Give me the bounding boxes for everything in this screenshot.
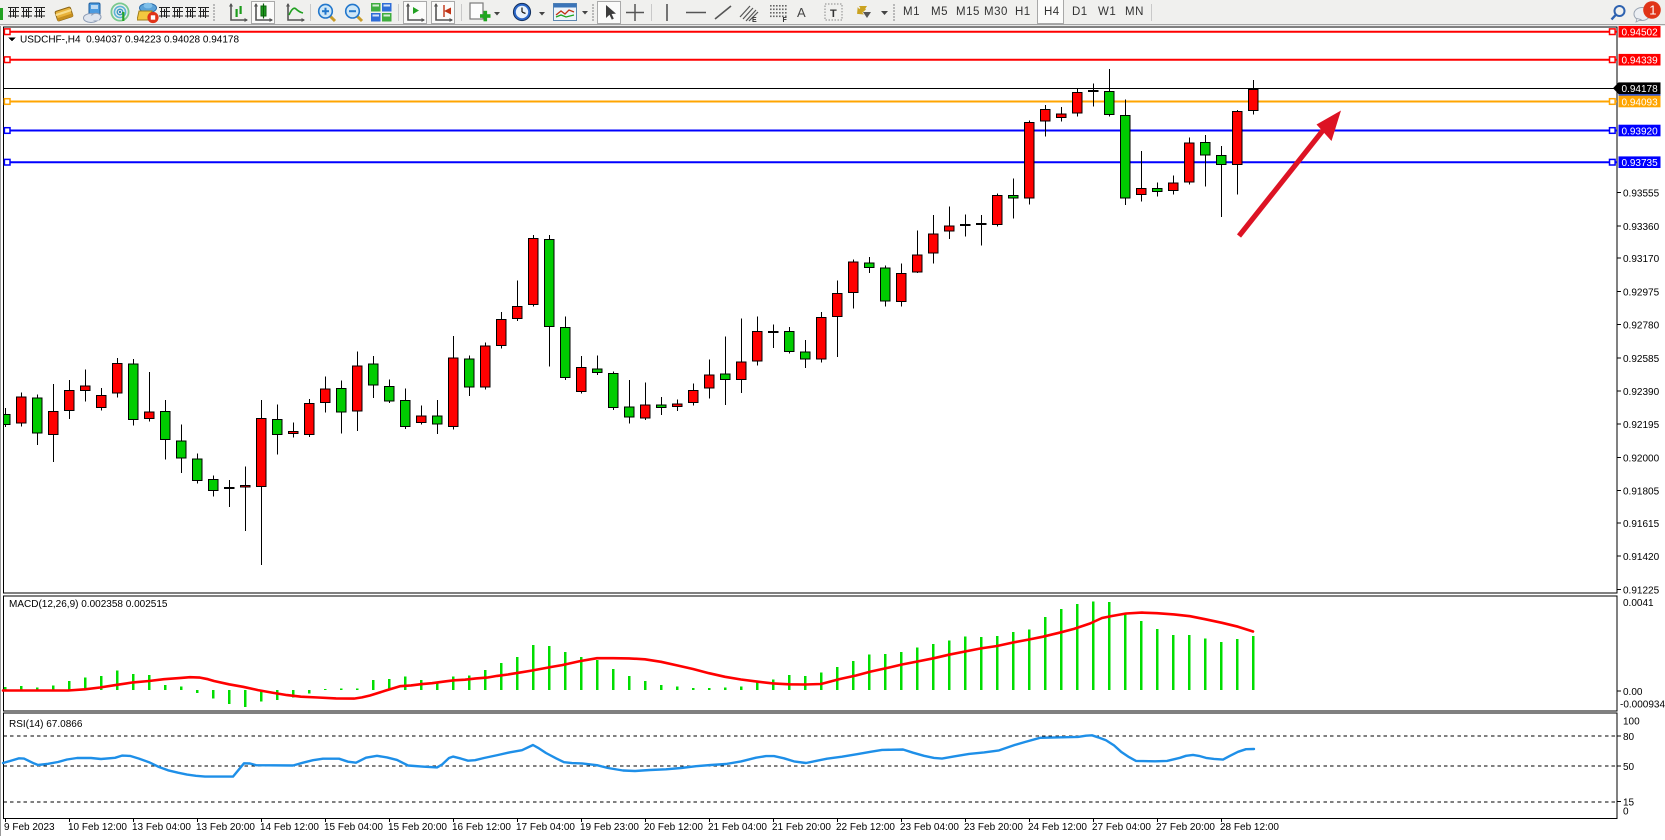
svg-text:0.92390: 0.92390 xyxy=(1623,387,1660,398)
svg-text:E: E xyxy=(752,17,757,23)
svg-text:0.94502: 0.94502 xyxy=(1622,28,1659,39)
svg-text:USDCHF-,H4 0.94037 0.94223 0.: USDCHF-,H4 0.94037 0.94223 0.94028 0.941… xyxy=(20,35,239,46)
svg-text:23 Feb 20:00: 23 Feb 20:00 xyxy=(964,822,1023,833)
svg-text:21 Feb 04:00: 21 Feb 04:00 xyxy=(708,822,767,833)
svg-text:0.93920: 0.93920 xyxy=(1622,126,1659,137)
svg-text:0.91805: 0.91805 xyxy=(1623,487,1660,498)
svg-text:0.92975: 0.92975 xyxy=(1623,287,1660,298)
svg-text:15 Feb 20:00: 15 Feb 20:00 xyxy=(388,822,447,833)
svg-text:19 Feb 23:00: 19 Feb 23:00 xyxy=(580,822,639,833)
svg-text:10 Feb 12:00: 10 Feb 12:00 xyxy=(68,822,127,833)
svg-text:14 Feb 12:00: 14 Feb 12:00 xyxy=(260,822,319,833)
svg-text:0.92780: 0.92780 xyxy=(1623,321,1660,332)
svg-text:0.0041: 0.0041 xyxy=(1623,598,1654,609)
svg-text:0.93170: 0.93170 xyxy=(1623,254,1660,265)
svg-text:0.93735: 0.93735 xyxy=(1622,158,1659,169)
svg-text:28 Feb 12:00: 28 Feb 12:00 xyxy=(1220,822,1279,833)
svg-text:13 Feb 04:00: 13 Feb 04:00 xyxy=(132,822,191,833)
svg-text:15: 15 xyxy=(1623,798,1635,809)
svg-text:-0.000934: -0.000934 xyxy=(1620,699,1665,710)
svg-text:17 Feb 04:00: 17 Feb 04:00 xyxy=(516,822,575,833)
svg-text:F: F xyxy=(783,17,788,23)
svg-text:1: 1 xyxy=(1649,3,1656,18)
svg-text:80: 80 xyxy=(1623,732,1635,743)
svg-text:0.91225: 0.91225 xyxy=(1623,585,1660,596)
svg-text:T: T xyxy=(830,8,837,20)
svg-text:0.94093: 0.94093 xyxy=(1622,97,1659,108)
svg-text:13 Feb 20:00: 13 Feb 20:00 xyxy=(196,822,255,833)
svg-text:0.93555: 0.93555 xyxy=(1623,189,1660,200)
svg-text:9 Feb 2023: 9 Feb 2023 xyxy=(4,822,55,833)
svg-text:0.92000: 0.92000 xyxy=(1623,453,1660,464)
svg-text:23 Feb 04:00: 23 Feb 04:00 xyxy=(900,822,959,833)
svg-text:24 Feb 12:00: 24 Feb 12:00 xyxy=(1028,822,1087,833)
svg-text:0.00: 0.00 xyxy=(1623,687,1643,698)
svg-text:50: 50 xyxy=(1623,762,1635,773)
svg-text:0.94178: 0.94178 xyxy=(1622,84,1659,95)
svg-text:0.92585: 0.92585 xyxy=(1623,354,1660,365)
svg-text:100: 100 xyxy=(1623,717,1640,728)
svg-text:20 Feb 12:00: 20 Feb 12:00 xyxy=(644,822,703,833)
svg-text:0: 0 xyxy=(1623,807,1629,818)
svg-text:0.92195: 0.92195 xyxy=(1623,420,1660,431)
svg-text:15 Feb 04:00: 15 Feb 04:00 xyxy=(324,822,383,833)
svg-text:0.91615: 0.91615 xyxy=(1623,519,1660,530)
svg-text:0.91420: 0.91420 xyxy=(1623,552,1660,563)
svg-text:27 Feb 04:00: 27 Feb 04:00 xyxy=(1092,822,1151,833)
svg-text:0.93360: 0.93360 xyxy=(1623,222,1660,233)
svg-text:MACD(12,26,9) 0.002358 0.00251: MACD(12,26,9) 0.002358 0.002515 xyxy=(9,599,168,610)
svg-text:0.94339: 0.94339 xyxy=(1622,56,1659,67)
svg-text:27 Feb 20:00: 27 Feb 20:00 xyxy=(1156,822,1215,833)
svg-text:22 Feb 12:00: 22 Feb 12:00 xyxy=(836,822,895,833)
svg-text:16 Feb 12:00: 16 Feb 12:00 xyxy=(452,822,511,833)
svg-text:21 Feb 20:00: 21 Feb 20:00 xyxy=(772,822,831,833)
svg-text:RSI(14) 67.0866: RSI(14) 67.0866 xyxy=(9,719,83,730)
